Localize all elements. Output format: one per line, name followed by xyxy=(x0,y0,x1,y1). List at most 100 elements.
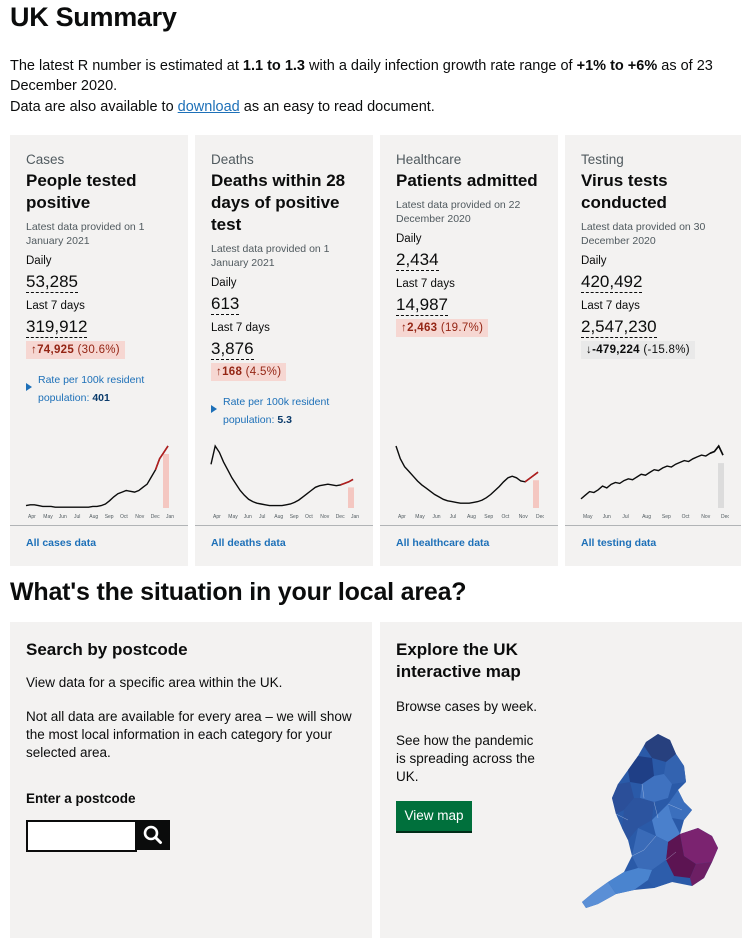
daily-value[interactable]: 613 xyxy=(211,294,240,315)
series-line xyxy=(580,444,724,500)
month-tick-label: Oct xyxy=(120,514,128,520)
testing-sparkline: May Jun Jul Aug Sep Oct Nov Dec xyxy=(580,444,729,520)
month-tick-label: Apr xyxy=(28,514,36,520)
postcode-search-panel: Search by postcode View data for a speci… xyxy=(10,622,372,938)
card-category: Testing xyxy=(581,152,624,167)
change-badge: ↑168 (4.5%) xyxy=(211,363,287,381)
divider xyxy=(10,525,188,526)
series-line xyxy=(395,445,539,504)
rate-toggle[interactable]: Rate per 100k resident population: 5.3 xyxy=(211,393,361,429)
cases-card: Cases People tested positive Latest data… xyxy=(10,135,188,566)
change-percent: (-15.8%) xyxy=(643,344,690,356)
triangle-right-icon xyxy=(26,383,32,391)
rate-text: Rate per 100k resident population: xyxy=(223,396,330,426)
rate-toggle[interactable]: Rate per 100k resident population: 401 xyxy=(26,371,176,407)
map-text-2: See how the pandemic is spreading across… xyxy=(396,733,535,784)
change-value: 168 xyxy=(222,366,243,378)
month-tick-label: Jun xyxy=(59,514,67,520)
download-pre-text: Data are also available to xyxy=(10,99,174,115)
month-tick-label: Dec xyxy=(336,514,345,520)
arrow-up-icon: ↑ xyxy=(401,322,408,334)
postcode-input[interactable] xyxy=(26,820,137,852)
search-text-2: Not all data are available for every are… xyxy=(26,709,352,760)
week-value[interactable]: 14,987 xyxy=(396,295,448,316)
all-deaths-link[interactable]: All deaths data xyxy=(211,537,286,549)
month-tick-label: Aug xyxy=(274,514,283,520)
card-category: Healthcare xyxy=(396,152,462,167)
card-heading: People tested positive xyxy=(26,171,137,212)
last-7-days-highlight xyxy=(718,463,724,508)
rate-value: 5.3 xyxy=(277,414,292,426)
week-label: Last 7 days xyxy=(581,300,640,312)
search-text-1: View data for a specific area within the… xyxy=(26,675,283,690)
card-category: Deaths xyxy=(211,152,254,167)
search-icon xyxy=(143,825,162,844)
card-category: Cases xyxy=(26,152,65,167)
download-link[interactable]: download xyxy=(177,99,240,115)
change-badge: ↑74,925 (30.6%) xyxy=(26,341,125,359)
last-7-days-highlight xyxy=(348,487,354,508)
card-heading: Virus tests conducted xyxy=(581,171,668,212)
all-testing-link[interactable]: All testing data xyxy=(581,537,657,549)
daily-value[interactable]: 53,285 xyxy=(26,272,78,293)
recent-trend-line xyxy=(709,444,724,456)
intro-text-3: as of 23 December 2020. xyxy=(10,58,713,94)
change-badge: ↑2,463 (19.7%) xyxy=(396,319,489,337)
search-button[interactable] xyxy=(136,820,170,850)
download-note: Data are also available to download as a… xyxy=(10,97,435,117)
week-label: Last 7 days xyxy=(26,300,85,312)
month-tick-label: Jul xyxy=(622,514,628,520)
month-tick-label: Jan xyxy=(351,514,359,520)
healthcare-card: Healthcare Patients admitted Latest data… xyxy=(380,135,558,566)
healthcare-sparkline: Apr May Jun Jul Aug Sep Oct Nov Dec xyxy=(395,445,544,520)
last-7-days-highlight xyxy=(163,454,169,508)
testing-card: Testing Virus tests conducted Latest dat… xyxy=(565,135,741,566)
month-tick-label: Apr xyxy=(213,514,221,520)
month-tick-label: May xyxy=(43,514,53,520)
all-cases-link[interactable]: All cases data xyxy=(26,537,97,549)
recent-trend-line xyxy=(340,478,354,486)
divider xyxy=(195,525,373,526)
deaths-sparkline: Apr May Jun Jul Aug Sep Oct Nov Dec Jan xyxy=(210,444,359,520)
r-number-intro: The latest R number is estimated at 1.1 … xyxy=(10,56,730,96)
month-tick-label: Nov xyxy=(320,514,329,520)
all-healthcare-link[interactable]: All healthcare data xyxy=(396,537,490,549)
daily-value[interactable]: 2,434 xyxy=(396,250,439,271)
month-tick-label: Jul xyxy=(74,514,80,520)
triangle-right-icon xyxy=(211,405,217,413)
intro-text-1: The latest R number is estimated at xyxy=(10,58,239,74)
latest-data-note: Latest data provided on 30 December 2020 xyxy=(581,221,706,247)
uk-map-graphic xyxy=(582,734,718,908)
week-value[interactable]: 319,912 xyxy=(26,317,88,338)
month-tick-label: Dec xyxy=(151,514,160,520)
daily-label: Daily xyxy=(581,255,607,267)
daily-label: Daily xyxy=(26,255,52,267)
week-value[interactable]: 2,547,230 xyxy=(581,317,657,338)
change-value: -479,224 xyxy=(592,344,640,356)
week-label: Last 7 days xyxy=(211,322,270,334)
month-tick-label: Nov xyxy=(701,514,710,520)
map-panel: Explore the UK interactive map Browse ca… xyxy=(380,622,742,938)
month-tick-label: May xyxy=(415,514,425,520)
recent-trend-line xyxy=(524,471,539,483)
change-percent: (4.5%) xyxy=(245,366,282,378)
daily-label: Daily xyxy=(211,277,237,289)
month-tick-label: Dec xyxy=(721,514,729,520)
month-tick-label: Sep xyxy=(290,514,299,520)
view-map-button[interactable]: View map xyxy=(396,801,472,831)
map-heading: Explore the UK interactive map xyxy=(396,640,521,681)
change-percent: (19.7%) xyxy=(440,322,484,334)
week-value[interactable]: 3,876 xyxy=(211,339,254,360)
recent-trend-line xyxy=(154,445,169,471)
r-range-value: 1.1 to 1.3 xyxy=(242,58,305,74)
change-value: 74,925 xyxy=(37,344,75,356)
change-badge: ↓-479,224 (-15.8%) xyxy=(581,341,695,359)
daily-value[interactable]: 420,492 xyxy=(581,272,643,293)
month-tick-label: Aug xyxy=(89,514,98,520)
month-tick-label: Dec xyxy=(536,514,544,520)
divider xyxy=(380,525,558,526)
cases-sparkline: Apr May Jun Jul Aug Sep Oct Nov Dec Jan xyxy=(25,445,174,520)
local-area-heading: What's the situation in your local area? xyxy=(10,578,467,606)
month-tick-label: Sep xyxy=(662,514,671,520)
card-heading: Patients admitted xyxy=(396,171,538,190)
